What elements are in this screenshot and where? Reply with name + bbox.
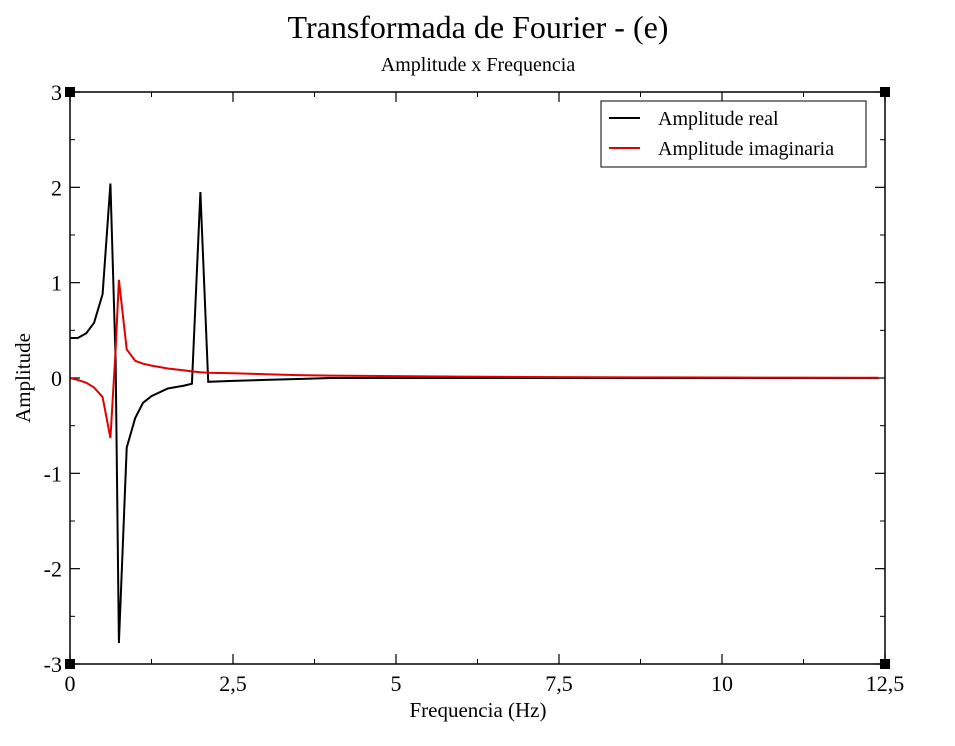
chart-subtitle: Amplitude x Frequencia [381,54,576,76]
legend-box [600,100,867,168]
y-tick-label: 1 [51,271,62,296]
x-tick-label: 2,5 [219,671,247,696]
y-tick-label: 3 [51,80,62,105]
x-tick-label: 0 [65,671,76,696]
legend-label-imaginaria: Amplitude imaginaria [658,138,834,160]
y-tick-label: -2 [44,557,62,582]
y-tick-label: 0 [51,366,62,391]
x-tick-label: 12,5 [866,671,905,696]
series-line-amplitude-imaginaria [69,279,879,439]
series-layer [69,183,879,644]
corner-handle-top-left[interactable] [65,87,75,97]
legend-label-real: Amplitude real [658,108,779,130]
corner-handle-bottom-left[interactable] [65,659,75,669]
corner-handle-top-right[interactable] [880,87,890,97]
y-tick-label: -1 [44,461,62,486]
x-axis-label: Frequencia (Hz) [409,698,546,722]
y-tick-label: -3 [44,652,62,677]
x-tick-label: 5 [391,671,402,696]
corner-handle-bottom-right[interactable] [880,659,890,669]
x-tick-label: 10 [711,671,733,696]
plot-frame [69,91,886,665]
y-tick-label: 2 [51,175,62,200]
legend[interactable]: Amplitude real Amplitude imaginaria [600,100,867,168]
chart-title: Transformada de Fourier - (e) [288,9,669,45]
tick-labels: 0 2,5 5 7,5 10 12,5 -3 -2 -1 0 1 2 3 [44,80,905,696]
x-tick-label: 7,5 [545,671,573,696]
y-axis-label: Amplitude [11,333,35,423]
series-line-amplitude-real [70,183,879,644]
